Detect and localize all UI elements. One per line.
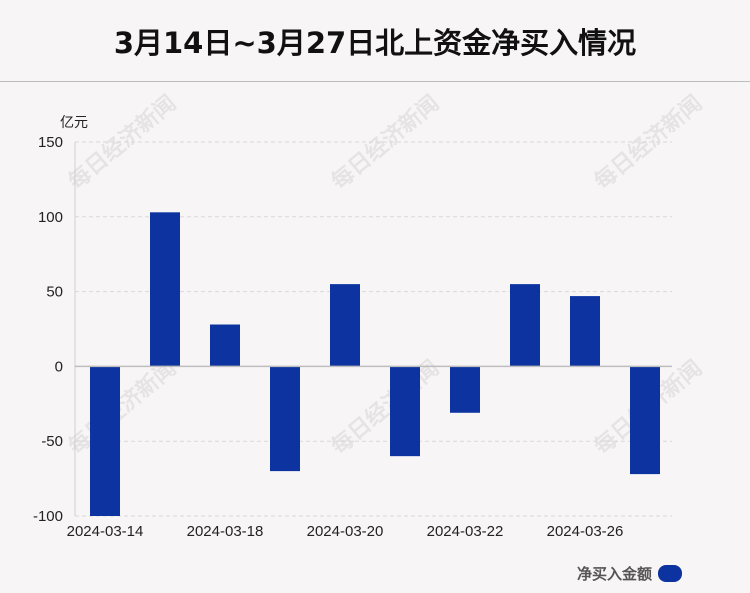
y-tick-label: 0 — [55, 358, 63, 375]
bar-2024-03-27 — [630, 366, 660, 475]
bar-2024-03-14 — [90, 366, 120, 516]
chart-title: 3月14日~3月27日北上资金净买入情况 — [113, 25, 637, 60]
x-tick-label: 2024-03-26 — [547, 523, 624, 540]
x-tick-label: 2024-03-14 — [67, 523, 144, 540]
y-axis-unit-label: 亿元 — [60, 115, 88, 131]
x-tick-label: 2024-03-22 — [427, 523, 504, 540]
y-tick-label: -50 — [41, 433, 63, 450]
x-tick-label: 2024-03-18 — [187, 523, 264, 540]
bar-2024-03-20 — [330, 284, 360, 367]
legend-label: 净买入金额 — [577, 565, 653, 583]
y-tick-label: 150 — [38, 134, 63, 151]
bar-2024-03-19 — [270, 366, 300, 472]
bar-2024-03-25 — [510, 284, 540, 367]
bar-2024-03-21 — [390, 366, 420, 457]
legend-swatch — [658, 565, 683, 582]
bar-2024-03-22 — [450, 366, 480, 413]
y-tick-label: 100 — [38, 209, 63, 226]
x-tick-label: 2024-03-20 — [307, 523, 384, 540]
y-tick-label: 50 — [46, 284, 63, 301]
legend: 净买入金额 — [577, 563, 683, 584]
bar-2024-03-26 — [570, 296, 600, 367]
bar-2024-03-18 — [210, 324, 240, 367]
y-tick-label: -100 — [33, 508, 63, 525]
bar-2024-03-15 — [150, 212, 180, 367]
title-bar: 3月14日~3月27日北上资金净买入情况 — [0, 0, 750, 82]
